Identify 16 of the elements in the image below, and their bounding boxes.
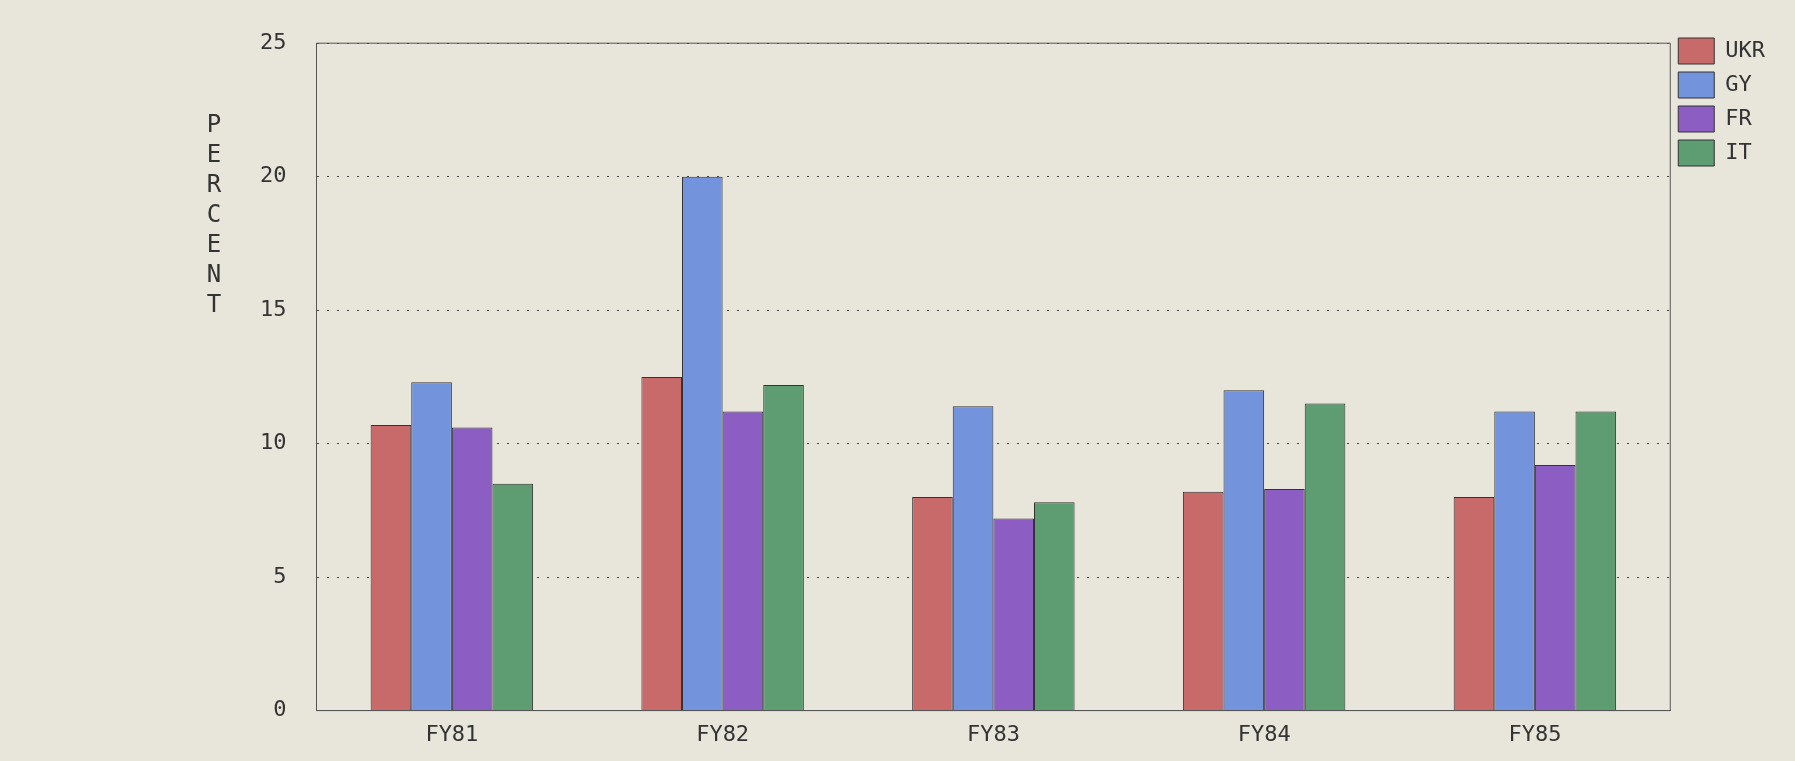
y-axis-title: PERCENT bbox=[200, 110, 228, 320]
legend-label: FR bbox=[1725, 104, 1753, 130]
y-tick-label: 5 bbox=[273, 562, 287, 588]
y-tick-label: 15 bbox=[259, 295, 287, 321]
x-tick-label: FY85 bbox=[1508, 720, 1562, 746]
legend-label: IT bbox=[1725, 138, 1752, 164]
y-tick-label: 25 bbox=[259, 28, 287, 54]
x-tick-label: FY81 bbox=[425, 720, 479, 746]
y-tick-label: 10 bbox=[259, 429, 287, 455]
legend-label: GY bbox=[1725, 70, 1752, 96]
x-tick-label: FY82 bbox=[696, 720, 750, 746]
legend-label: UKR bbox=[1725, 36, 1766, 62]
x-tick-label: FY84 bbox=[1237, 720, 1291, 746]
y-tick-label: 20 bbox=[259, 162, 287, 188]
x-tick-label: FY83 bbox=[966, 720, 1020, 746]
y-tick-label: 0 bbox=[273, 696, 287, 722]
